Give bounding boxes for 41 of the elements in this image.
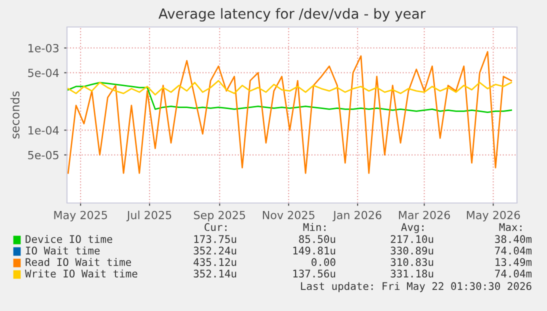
text: 173.75u — [194, 235, 236, 244]
x-tick-label: Nov 2025 — [262, 210, 314, 220]
x-tick-label: Jan 2026 — [332, 210, 382, 222]
line-series — [67, 51, 512, 174]
text: 330.89u — [390, 246, 434, 255]
y-tick-label: 5e-05 — [28, 150, 58, 160]
text: 352.24u — [194, 246, 236, 255]
y-tick-label: 1e-04 — [28, 126, 59, 135]
text: 149.81u — [293, 246, 336, 255]
text: Cur: — [204, 223, 226, 232]
legend-label: Read IO Wait time — [26, 258, 131, 266]
text: 13.49m — [496, 258, 532, 266]
text: Last update: Fri May 22 01:30:30 2026 — [301, 282, 532, 292]
text: 435.12u — [194, 258, 236, 266]
text: Avg: — [401, 223, 424, 234]
x-tick-label: Mar 2026 — [398, 210, 450, 220]
text: 137.56u — [293, 270, 336, 278]
text: Max: — [499, 223, 522, 232]
chart-title: Average latency for /dev/vda - by year — [158, 8, 426, 22]
x-tick-label: May 2026 — [466, 210, 520, 222]
text: Min: — [303, 222, 326, 231]
y-tick-label: 5e-04 — [28, 68, 59, 78]
text: 85.50u — [299, 235, 336, 244]
legend-label: Device IO time — [26, 234, 112, 244]
text: 217.10u — [390, 235, 434, 244]
text: 38.40m — [495, 235, 532, 244]
x-tick-label: Jul 2025 — [126, 210, 172, 222]
y-tick-label: 1e-03 — [28, 44, 58, 52]
line-series — [67, 82, 512, 113]
line-series — [67, 80, 512, 96]
x-tick-label: Sep 2025 — [194, 210, 246, 222]
legend-label: Write IO Wait time — [25, 269, 138, 278]
text: 331.18u — [390, 270, 434, 278]
text: 74.04m — [495, 246, 532, 255]
y-axis-title: seconds — [10, 91, 20, 138]
text: 0.00 — [312, 258, 336, 266]
text: 310.83u — [390, 258, 434, 266]
text: 352.14u — [194, 270, 236, 278]
text: 74.04m — [495, 270, 532, 278]
legend-label: IO Wait time — [26, 246, 100, 255]
x-tick-label: May 2025 — [54, 210, 107, 222]
